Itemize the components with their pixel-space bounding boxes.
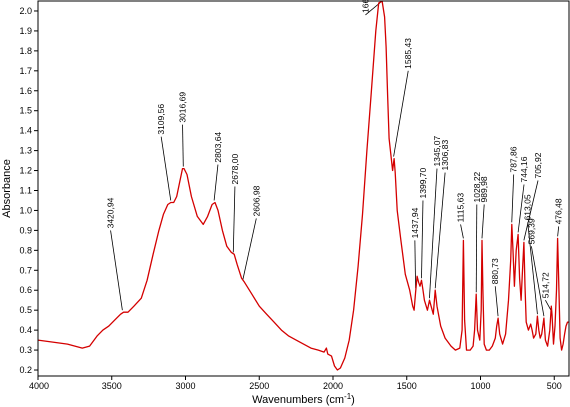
- peak-leader-lines: [110, 0, 560, 317]
- x-axis-title: Wavenumbers (cm-1): [252, 392, 355, 406]
- peak-label: 1028,22: [472, 171, 482, 202]
- y-tick-label: 1.0: [19, 205, 32, 215]
- x-axis-title-tail: ): [351, 394, 355, 406]
- y-tick-label: 1.9: [19, 26, 32, 36]
- peak-label: 1667,37: [360, 0, 370, 13]
- peak-label: 1115,63: [456, 193, 466, 223]
- y-tick-label: 1.5: [19, 106, 32, 116]
- y-axis-ticks: 0.2 0.3 0.4 0.5 0.6 0.7 0.8 0.9 1.0 1.1 1.2 1.3 1.4 1…: [19, 6, 38, 375]
- peak-leader-line: [429, 168, 438, 299]
- peak-leader-line: [414, 240, 416, 289]
- peak-label: 787,86: [509, 146, 519, 172]
- peak-label: 1399,70: [418, 167, 428, 198]
- y-tick-label: 1.3: [19, 146, 32, 156]
- peak-label: 744,16: [519, 156, 529, 182]
- peak-leader-line: [213, 164, 219, 201]
- x-axis-ticks: 4000 3500 3000 2500 2000 1500 1000 500: [29, 376, 562, 391]
- x-tick-label: 3500: [102, 381, 122, 391]
- peak-labels: 3420,94 3109,56 3016,69 2803,64 2678,00 2606,…: [106, 0, 564, 298]
- peak-label: 1345,07: [432, 136, 442, 167]
- x-axis-title-sup: -1: [344, 392, 352, 401]
- peak-leader-line: [494, 286, 499, 317]
- y-tick-label: 1.1: [19, 185, 32, 195]
- peak-leader-line: [511, 174, 515, 223]
- y-tick-label: 1.8: [19, 46, 32, 56]
- peak-leader-line: [530, 246, 545, 317]
- y-tick-label: 1.6: [19, 86, 32, 96]
- peak-label: 3109,56: [156, 104, 166, 135]
- peak-leader-line: [393, 70, 409, 157]
- peak-label: 3016,69: [178, 92, 188, 123]
- peak-label: 613,05: [523, 194, 533, 220]
- plot-frame: [37, 0, 570, 377]
- peak-label: 569,39: [526, 218, 536, 244]
- x-tick-label: 1500: [397, 381, 417, 391]
- y-tick-label: 0.9: [19, 225, 32, 235]
- peak-label: 476,48: [554, 198, 564, 224]
- y-tick-label: 0.6: [19, 285, 32, 295]
- peak-leader-line: [421, 200, 424, 279]
- peak-leader-line: [182, 124, 184, 167]
- peak-leader-line: [160, 136, 172, 201]
- peak-leader-line: [110, 230, 123, 311]
- y-tick-label: 0.5: [19, 305, 32, 315]
- peak-label: 3420,94: [106, 197, 116, 228]
- y-tick-label: 2.0: [19, 6, 32, 16]
- peak-label: 2803,64: [213, 132, 223, 163]
- x-axis-title-main: Wavenumbers (cm: [252, 394, 344, 406]
- x-tick-label: 500: [547, 381, 562, 391]
- peak-label: 989,98: [479, 176, 489, 202]
- y-tick-label: 1.7: [19, 66, 32, 76]
- peak-leader-line: [557, 226, 560, 237]
- spectrum-line: [37, 0, 569, 371]
- x-tick-label: 1000: [470, 381, 490, 391]
- peak-leader-line: [460, 224, 464, 239]
- x-tick-label: 2000: [323, 381, 343, 391]
- peak-label: 705,92: [533, 152, 543, 178]
- peak-leader-line: [475, 204, 478, 293]
- y-tick-label: 1.2: [19, 166, 32, 176]
- y-tick-label: 0.2: [19, 365, 32, 375]
- y-axis-title: Absorbance: [1, 159, 13, 218]
- peak-label: 1585,43: [403, 38, 413, 69]
- peak-label: 2678,00: [230, 154, 240, 185]
- peak-label: 1306,83: [440, 140, 450, 171]
- y-tick-label: 0.3: [19, 345, 32, 355]
- y-tick-label: 1.4: [19, 126, 32, 136]
- peak-label: 2606,98: [251, 185, 261, 216]
- peak-leader-line: [242, 218, 257, 281]
- y-tick-label: 0.7: [19, 265, 32, 275]
- peak-leader-line: [517, 184, 525, 233]
- x-tick-label: 3000: [175, 381, 195, 391]
- peak-leader-line: [527, 222, 538, 315]
- x-tick-label: 2500: [249, 381, 269, 391]
- peak-leader-line: [481, 204, 485, 239]
- peak-label: 514,72: [540, 272, 550, 298]
- y-tick-label: 0.4: [19, 325, 32, 335]
- y-tick-label: 0.8: [19, 245, 32, 255]
- peak-leader-line: [434, 172, 446, 289]
- peak-label: 880,73: [490, 258, 500, 284]
- peak-leader-line: [232, 186, 236, 253]
- peak-label: 1437,94: [410, 207, 420, 238]
- peak-leader-line: [523, 180, 539, 241]
- x-tick-label: 4000: [29, 381, 49, 391]
